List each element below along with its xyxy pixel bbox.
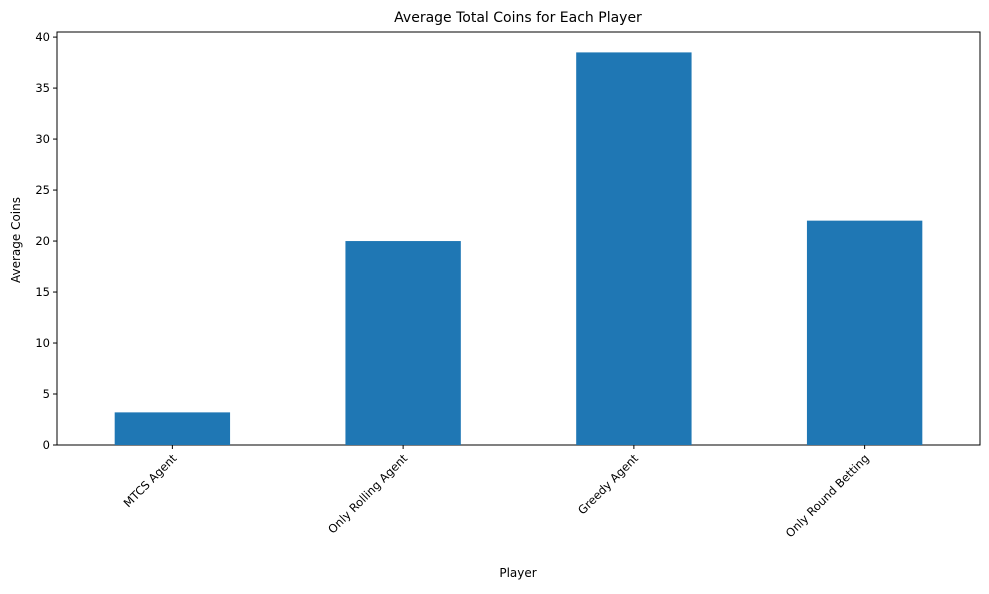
x-axis: MTCS Agent Only Rolling Agent Greedy Agent…: [121, 445, 872, 540]
y-tick-label: 35: [35, 81, 50, 95]
y-axis-label: Average Coins: [9, 197, 23, 283]
y-tick-label: 15: [35, 285, 50, 299]
bar-greedy-agent: [576, 52, 692, 446]
plot-area: [56, 31, 981, 446]
y-axis: 0 5 10 15 20 25 30 35 40: [35, 30, 57, 452]
y-tick-label: 0: [43, 438, 50, 452]
y-tick-label: 20: [35, 234, 50, 248]
bar-only-round-betting: [806, 220, 923, 445]
x-tick-label: MTCS Agent: [121, 451, 180, 510]
bars-group: [114, 52, 923, 446]
y-tick-label: 25: [35, 183, 50, 197]
y-tick-label: 10: [35, 336, 50, 350]
x-tick-label: Only Round Betting: [783, 451, 872, 540]
x-tick-label: Only Rolling Agent: [325, 451, 410, 536]
y-tick-label: 40: [35, 30, 50, 44]
x-axis-label: Player: [499, 566, 536, 580]
bar-mtcs-agent: [114, 412, 231, 445]
x-tick-label: Greedy Agent: [575, 451, 641, 517]
plot-frame: [56, 31, 981, 446]
bar-only-rolling-agent: [345, 241, 461, 445]
y-tick-label: 30: [35, 132, 50, 146]
chart-title: Average Total Coins for Each Player: [394, 10, 642, 26]
y-tick-label: 5: [43, 387, 50, 401]
